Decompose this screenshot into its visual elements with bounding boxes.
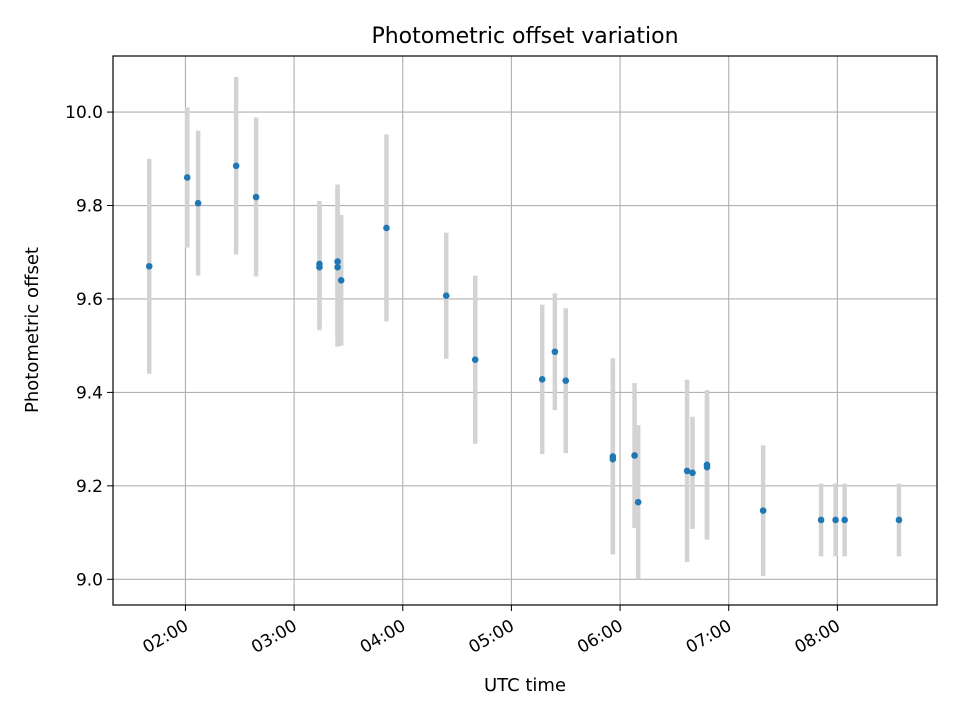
y-tick-label-3: 9.6 (76, 290, 103, 310)
data-point-27 (841, 516, 848, 524)
data-point-9 (337, 276, 345, 284)
data-point-7 (334, 258, 341, 265)
x-tick-label-3: 05:00 (465, 616, 517, 658)
point-layer (145, 162, 903, 524)
data-point-28 (895, 516, 903, 524)
y-tick-label-0: 9.0 (76, 570, 103, 590)
plot-area-frame (112, 55, 938, 606)
x-tick-label-0: 02:00 (140, 616, 192, 658)
errorbar-layer (146, 77, 902, 580)
y-axis-ticks: 9.0 9.2 9.4 9.6 9.8 10.0 (65, 103, 113, 590)
data-point-26 (832, 516, 839, 524)
data-point-18 (631, 452, 638, 459)
grid-layer (113, 56, 937, 605)
data-point-14 (551, 348, 559, 356)
x-axis-ticks: 02:00 03:00 04:00 05:00 06:00 07:00 08:00 (140, 605, 844, 658)
data-point-23 (703, 463, 711, 471)
y-tick-label-1: 9.2 (76, 477, 103, 497)
x-tick-label-6: 08:00 (791, 616, 843, 658)
data-point-6 (316, 263, 323, 271)
data-point-21 (689, 469, 696, 477)
data-point-19 (634, 498, 642, 506)
data-point-8 (334, 263, 341, 271)
x-tick-label-1: 03:00 (248, 616, 300, 658)
x-axis-label: UTC time (484, 675, 566, 696)
data-point-3 (232, 162, 240, 170)
data-point-12 (471, 356, 479, 364)
y-axis-label: Photometric offset (22, 247, 43, 413)
x-tick-label-2: 04:00 (357, 616, 409, 658)
data-point-0 (145, 262, 153, 270)
x-tick-label-4: 06:00 (574, 616, 626, 658)
data-point-24 (759, 507, 767, 514)
data-point-4 (252, 193, 260, 201)
data-point-15 (562, 377, 570, 385)
data-point-10 (383, 224, 390, 232)
data-point-17 (609, 455, 617, 463)
y-tick-label-5: 10.0 (65, 103, 103, 123)
y-tick-label-2: 9.4 (76, 383, 103, 403)
y-tick-label-4: 9.8 (76, 197, 103, 217)
data-point-25 (817, 516, 825, 524)
data-point-11 (442, 292, 450, 299)
data-point-13 (538, 376, 546, 383)
data-point-1 (183, 174, 191, 181)
chart-title: Photometric offset variation (371, 24, 678, 49)
data-point-2 (194, 199, 202, 207)
x-tick-label-5: 07:00 (683, 616, 735, 658)
data-point-20 (683, 467, 691, 475)
